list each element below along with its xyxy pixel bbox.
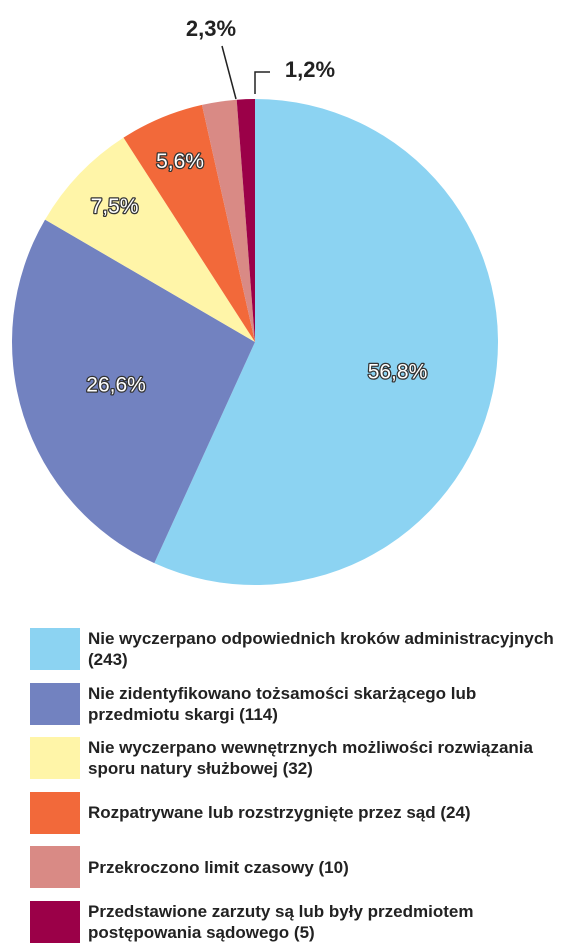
legend-item: Rozpatrywane lub rozstrzygnięte przez są… [30, 786, 560, 841]
leader-line [222, 46, 236, 99]
data-label: 2,3% [186, 16, 236, 41]
legend-label: Przedstawione zarzuty są lub były przedm… [88, 901, 558, 943]
legend-item: Przekroczono limit czasowy (10) [30, 840, 560, 895]
legend-item: Nie wyczerpano odpowiednich kroków admin… [30, 622, 560, 677]
legend-swatch [30, 901, 80, 943]
legend-label: Nie zidentyfikowano tożsamości skarżąceg… [88, 683, 558, 725]
legend-label: Przekroczono limit czasowy (10) [88, 857, 558, 878]
legend-swatch [30, 846, 80, 888]
leader-line [255, 72, 270, 94]
data-label: 5,6% [156, 150, 204, 173]
legend-swatch [30, 737, 80, 779]
data-label: 56,8% [368, 360, 428, 383]
chart: 56,8% 26,6% 7,5% 5,6% 2,3% 1,2% [0, 0, 574, 610]
legend-swatch [30, 792, 80, 834]
legend-label: Nie wyczerpano wewnętrznych możliwości r… [88, 737, 558, 779]
data-label: 1,2% [285, 57, 335, 82]
legend-item: Nie zidentyfikowano tożsamości skarżąceg… [30, 677, 560, 732]
legend: Nie wyczerpano odpowiednich kroków admin… [30, 622, 560, 949]
legend-item: Przedstawione zarzuty są lub były przedm… [30, 895, 560, 949]
legend-item: Nie wyczerpano wewnętrznych możliwości r… [30, 731, 560, 786]
legend-swatch [30, 628, 80, 670]
data-label: 26,6% [86, 374, 146, 397]
legend-label: Rozpatrywane lub rozstrzygnięte przez są… [88, 802, 558, 823]
legend-label: Nie wyczerpano odpowiednich kroków admin… [88, 628, 558, 670]
legend-swatch [30, 683, 80, 725]
data-label: 7,5% [91, 195, 139, 218]
